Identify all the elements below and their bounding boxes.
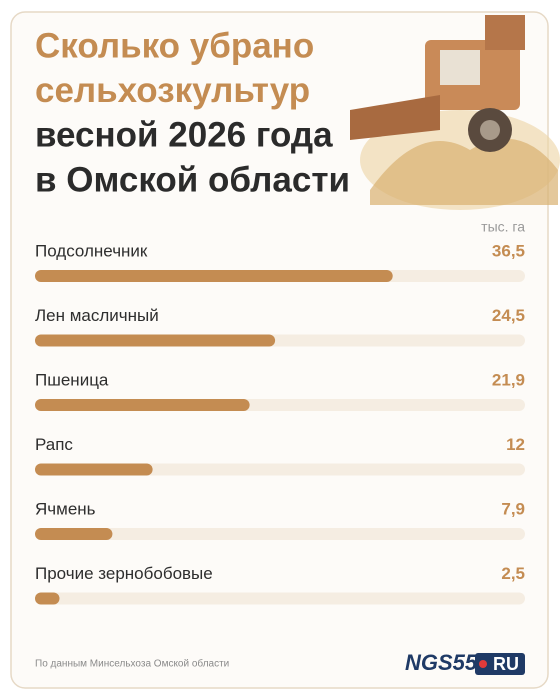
category-label: Рапс xyxy=(35,435,73,454)
title-line: весной 2026 года xyxy=(35,116,333,155)
value-label: 21,9 xyxy=(492,370,525,389)
bar xyxy=(35,270,393,282)
category-label: Ячмень xyxy=(35,499,96,518)
bar xyxy=(35,592,60,605)
logo-box xyxy=(475,653,525,675)
bar xyxy=(35,463,153,476)
logo-suffix: RU xyxy=(493,654,519,674)
bar-track xyxy=(35,592,525,605)
source: По данным Минсельхоза Омской области xyxy=(35,658,229,670)
bar xyxy=(35,528,113,540)
title-line: в Омской области xyxy=(35,160,350,199)
value-label: 24,5 xyxy=(492,306,525,325)
title: Сколько убрано сельхозкультур весной 2026 … xyxy=(35,26,350,199)
illustration xyxy=(350,15,560,210)
logo-dot xyxy=(479,660,487,668)
value-label: 36,5 xyxy=(492,241,525,260)
unit-label: тыс. га xyxy=(481,219,525,235)
value-label: 2,5 xyxy=(501,564,525,583)
logo: NGS55 xyxy=(405,650,478,675)
category-label: Прочие зернобобовые xyxy=(35,564,213,583)
category-label: Пшеница xyxy=(35,370,109,389)
value-label: 12 xyxy=(506,435,525,454)
title-line: Сколько убрано xyxy=(35,26,314,65)
category-label: Лен масличный xyxy=(35,306,159,325)
bars: Подсолнечник 36,5 Лен масличный 24,5 Пшеница… xyxy=(35,241,525,605)
bar xyxy=(35,399,250,411)
title-line: сельхозкультур xyxy=(35,71,310,110)
value-label: 7,9 xyxy=(501,499,525,518)
category-label: Подсолнечник xyxy=(35,241,148,260)
bar-track xyxy=(35,528,525,540)
bar-track xyxy=(35,463,525,476)
bar xyxy=(35,334,276,347)
